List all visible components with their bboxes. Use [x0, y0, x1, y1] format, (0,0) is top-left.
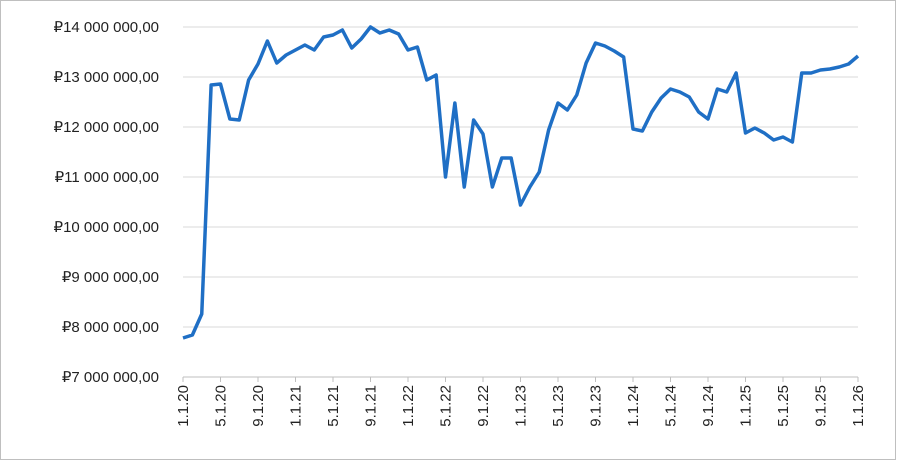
x-tick-label: 5.1.24 — [663, 385, 680, 427]
y-tick-label: ₽14 000 000,00 — [54, 19, 159, 36]
x-tick-label: 1.1.23 — [513, 385, 530, 427]
y-tick-label: ₽13 000 000,00 — [54, 69, 159, 86]
x-tick-label: 9.1.25 — [813, 385, 830, 427]
data-line — [182, 25, 860, 340]
x-tick-label: 9.1.24 — [700, 385, 717, 427]
x-tick-label: 5.1.22 — [438, 385, 455, 427]
x-tick-label: 9.1.20 — [250, 385, 267, 427]
x-tick-label: 1.1.20 — [175, 385, 192, 427]
x-tick-label: 5.1.25 — [775, 385, 792, 427]
x-tick-label: 1.1.26 — [850, 385, 867, 427]
y-tick-label: ₽11 000 000,00 — [55, 169, 159, 186]
y-tick-label: ₽8 000 000,00 — [62, 319, 159, 336]
x-tick-label: 5.1.23 — [550, 385, 567, 427]
x-tick-label: 9.1.21 — [363, 385, 380, 427]
x-tick-label: 1.1.22 — [400, 385, 417, 427]
y-tick-label: ₽9 000 000,00 — [62, 269, 159, 286]
x-tick-label: 5.1.20 — [213, 385, 230, 427]
x-tick-label: 9.1.22 — [475, 385, 492, 427]
x-tick-label: 5.1.21 — [325, 385, 342, 427]
x-tick-label: 1.1.25 — [738, 385, 755, 427]
y-tick-label: ₽7 000 000,00 — [62, 369, 159, 386]
x-tick-label: 1.1.21 — [288, 385, 305, 427]
y-tick-label: ₽10 000 000,00 — [54, 219, 159, 236]
y-tick-label: ₽12 000 000,00 — [54, 119, 159, 136]
x-tick-label: 9.1.23 — [588, 385, 605, 427]
x-tick-label: 1.1.24 — [625, 385, 642, 427]
